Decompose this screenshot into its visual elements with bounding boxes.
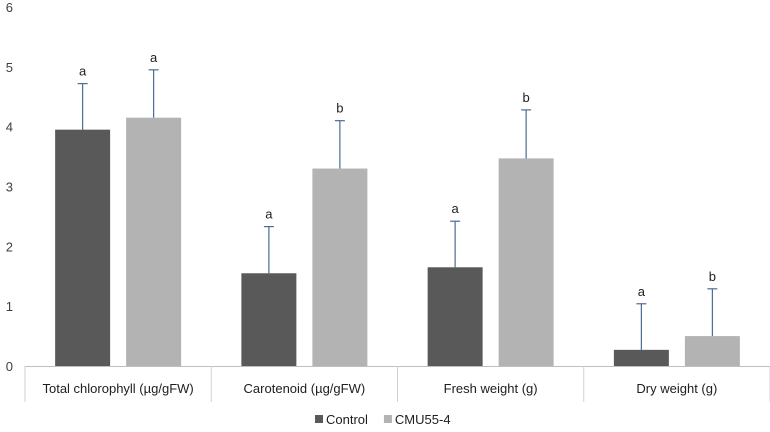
y-tick-label: 5	[6, 60, 13, 75]
category-label: Carotenoid (µg/gFW)	[244, 381, 366, 396]
bar	[241, 273, 297, 366]
bar	[613, 349, 669, 366]
error-bars-group	[77, 69, 718, 350]
significance-labels: a a a b a b a b	[79, 50, 716, 299]
category-dividers	[24, 366, 770, 402]
legend-swatch	[383, 415, 392, 423]
y-tick-label: 3	[6, 180, 13, 195]
bar	[55, 129, 111, 366]
category-label: Dry weight (g)	[636, 381, 717, 396]
bar	[498, 158, 554, 366]
legend-label: CMU55-4	[395, 412, 451, 427]
significance-label: a	[638, 284, 646, 299]
y-tick-label: 0	[6, 359, 13, 374]
y-tick-label: 1	[6, 299, 13, 314]
bar	[427, 267, 483, 366]
category-label: Total chlorophyll (µg/gFW)	[42, 381, 193, 396]
significance-label: b	[523, 90, 530, 105]
y-axis-ticks: 0 1 2 3 4 5 6	[6, 0, 13, 374]
y-tick-label: 2	[6, 239, 13, 254]
significance-label: a	[150, 50, 158, 65]
significance-label: a	[452, 201, 460, 216]
category-labels: Total chlorophyll (µg/gFW) Carotenoid (µg…	[42, 381, 717, 396]
category-label: Fresh weight (g)	[444, 381, 538, 396]
significance-label: b	[336, 101, 343, 116]
bar	[684, 336, 740, 366]
legend-label: Control	[326, 412, 368, 427]
legend-swatch	[315, 415, 323, 423]
significance-label: a	[265, 207, 273, 222]
bar	[126, 117, 182, 366]
significance-label: a	[79, 64, 87, 79]
legend: Control CMU55-4	[315, 412, 451, 427]
significance-label: b	[709, 269, 716, 284]
y-tick-label: 4	[6, 120, 13, 135]
y-tick-label: 6	[6, 0, 13, 15]
bars-group	[55, 117, 740, 366]
bar	[312, 168, 368, 366]
